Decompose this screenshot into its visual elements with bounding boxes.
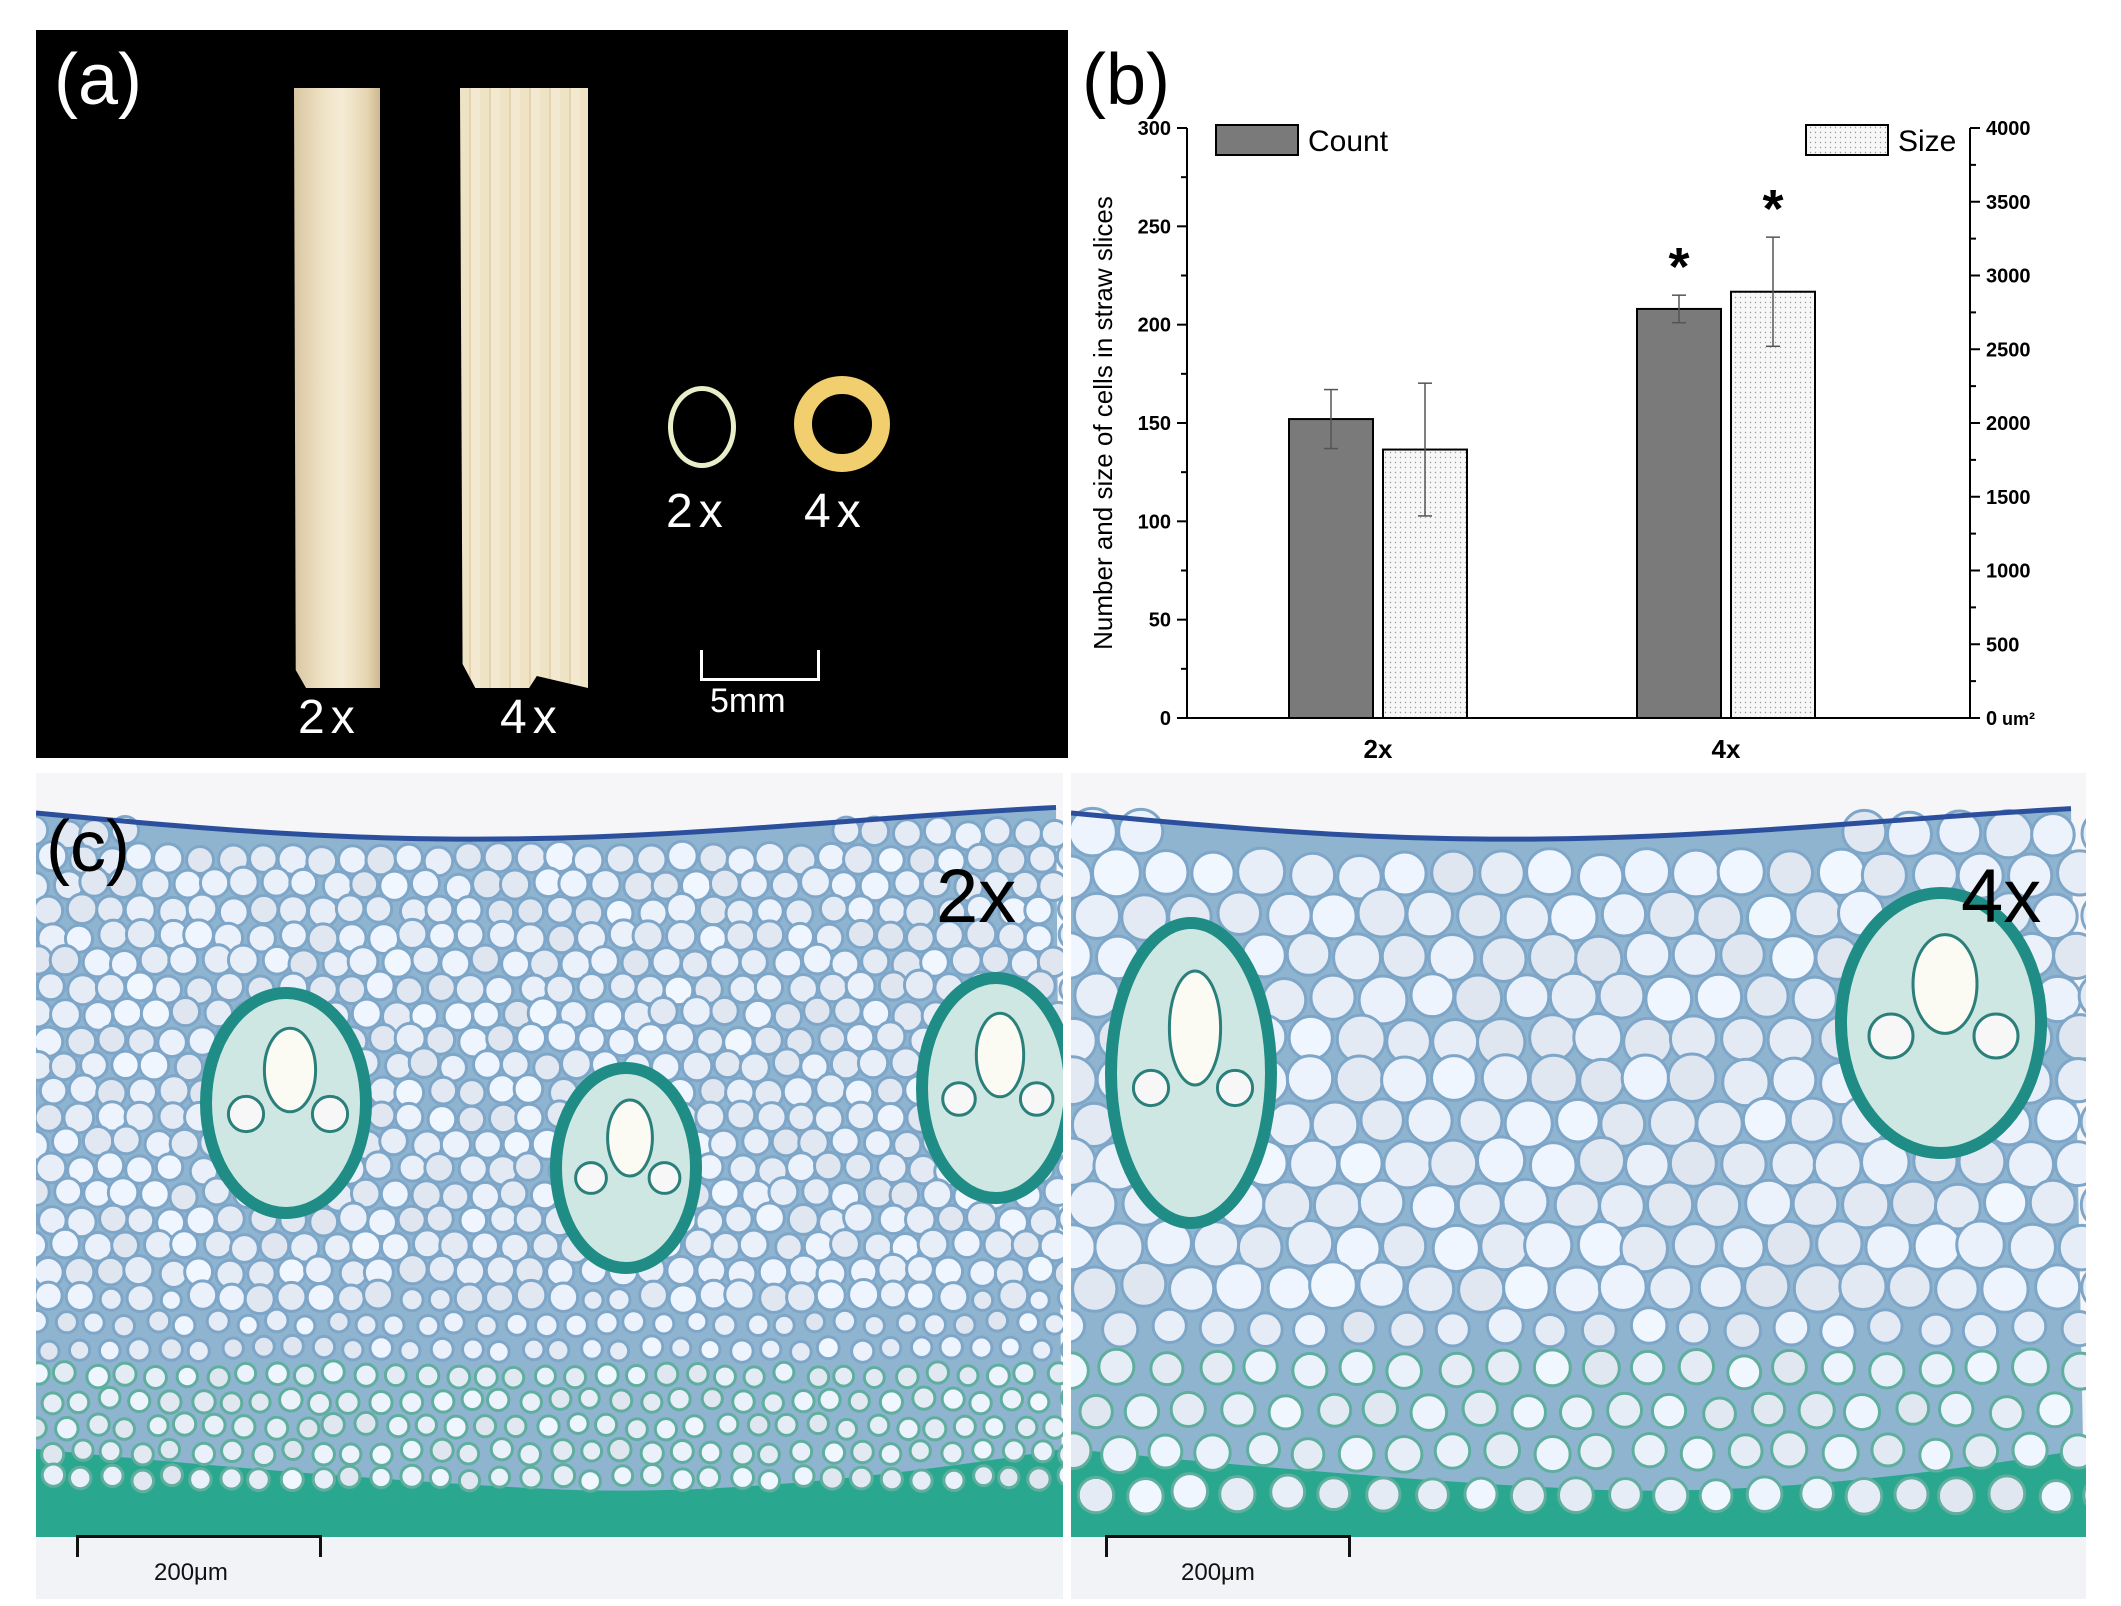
straw-4x-label: 4x — [500, 691, 563, 744]
y-tick-label-left: 250 — [1138, 216, 1171, 238]
y-tick-label-right: 4000 — [1986, 118, 2031, 140]
y-tick-label-right: 2000 — [1986, 413, 2031, 435]
scale-bar-c-left — [76, 1535, 322, 1557]
y-tick-label-right: 2500 — [1986, 339, 2031, 361]
micrograph-4x-label: 4x — [1961, 854, 2042, 939]
legend-size-label: Size — [1898, 125, 1956, 158]
y-tick-label-left: 50 — [1149, 610, 1171, 632]
significance-mark-count: * — [1668, 237, 1689, 297]
scale-bar-c-right-label: 200μm — [1181, 1559, 1255, 1586]
legend-count-label: Count — [1308, 125, 1389, 158]
straw-2x — [294, 88, 380, 688]
panel-a-photo: (a) 2x 4x 2x 4x 5mm — [36, 30, 1068, 758]
x-tick-label: 2x — [1364, 734, 1393, 758]
ring-4x-label: 4x — [804, 485, 867, 538]
bar-size — [1730, 290, 1816, 719]
micrograph-4x-image — [1071, 806, 2086, 1599]
significance-mark-size: * — [1762, 179, 1783, 239]
ring-4x — [794, 376, 890, 472]
bar-chart: 0501001502002503000500100015002000250030… — [1088, 118, 2035, 758]
bar-count — [1636, 307, 1722, 719]
scale-bar-c-right — [1105, 1535, 1351, 1557]
panel-b-chart: (b) 0 50 100 150 200 250 300 0 500 1000 1500 2000 25… — [1068, 30, 2121, 758]
y-tick-label-left: 200 — [1138, 315, 1171, 337]
y-tick-label-right: 500 — [1986, 634, 2019, 656]
y-axis-label: Number and size of cells in straw slices — [1088, 196, 1118, 650]
legend-count-swatch — [1215, 124, 1299, 156]
legend-size-swatch — [1805, 124, 1889, 156]
y-tick-label-right: 0 — [1986, 708, 1997, 730]
x-tick-label: 4x — [1712, 734, 1741, 758]
y2-unit-label: um² — [2002, 709, 2035, 729]
micrograph-2x-label: 2x — [936, 854, 1017, 939]
scale-bar-c-left-label: 200μm — [154, 1559, 228, 1586]
micrograph-2x: (c) 2x 200μm — [36, 773, 1063, 1599]
ring-2x-label: 2x — [666, 485, 729, 538]
y-tick-label-right: 3500 — [1986, 192, 2031, 214]
y-tick-label-left: 300 — [1138, 118, 1171, 140]
scale-bar-a — [700, 650, 820, 681]
y-tick-label-left: 0 — [1160, 708, 1171, 730]
straw-2x-label: 2x — [298, 691, 361, 744]
straw-4x — [460, 88, 588, 688]
y-tick-label-left: 150 — [1138, 413, 1171, 435]
panel-c-letter: (c) — [46, 807, 130, 887]
bar-count — [1288, 418, 1374, 719]
micrograph-2x-image — [36, 804, 1063, 1599]
y-tick-label-right: 3000 — [1986, 266, 2031, 288]
panel-b-letter: (b) — [1082, 40, 1170, 120]
ring-2x — [668, 386, 736, 468]
micrograph-4x: 4x 200μm — [1071, 773, 2086, 1599]
y-tick-label-left: 100 — [1138, 511, 1171, 533]
y-tick-label-right: 1000 — [1986, 561, 2031, 583]
scale-bar-a-label: 5mm — [710, 682, 786, 720]
y-tick-label-right: 1500 — [1986, 487, 2031, 509]
panel-a-letter: (a) — [54, 40, 142, 120]
